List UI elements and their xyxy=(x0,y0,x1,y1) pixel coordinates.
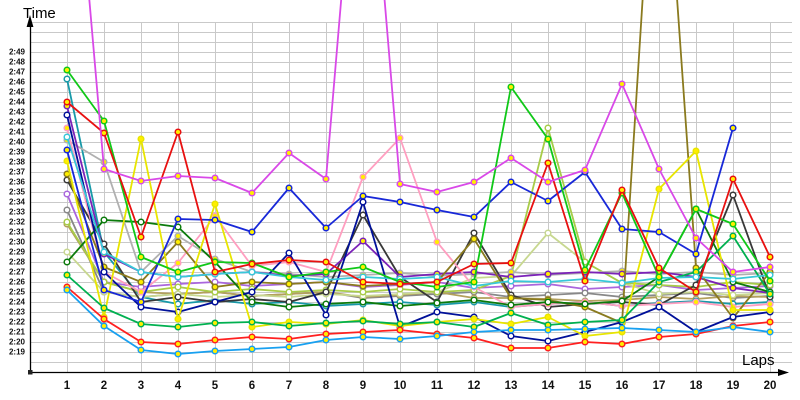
svg-text:2:32: 2:32 xyxy=(9,218,26,227)
svg-text:19: 19 xyxy=(727,380,740,392)
y-axis-title: Time xyxy=(23,5,56,22)
svg-text:2:31: 2:31 xyxy=(9,228,26,237)
svg-text:6: 6 xyxy=(249,380,255,392)
svg-text:2:43: 2:43 xyxy=(9,108,26,117)
svg-text:2:23: 2:23 xyxy=(9,308,26,317)
svg-text:2:24: 2:24 xyxy=(9,298,26,307)
series-violet xyxy=(88,0,774,276)
svg-text:12: 12 xyxy=(468,380,481,392)
svg-text:14: 14 xyxy=(542,380,555,392)
svg-text:2:20: 2:20 xyxy=(9,338,26,347)
series-medium-green xyxy=(63,232,774,331)
svg-text:2:36: 2:36 xyxy=(9,178,26,187)
svg-text:1: 1 xyxy=(64,380,71,392)
svg-text:2:48: 2:48 xyxy=(9,58,26,67)
svg-text:15: 15 xyxy=(579,380,592,392)
series-sky-blue xyxy=(63,286,774,358)
x-axis-title: Laps xyxy=(742,352,775,369)
series-royal-blue xyxy=(63,124,737,306)
svg-text:2:45: 2:45 xyxy=(9,88,26,97)
svg-text:20: 20 xyxy=(764,380,777,392)
axes xyxy=(26,15,789,376)
svg-text:17: 17 xyxy=(653,380,666,392)
svg-text:2:49: 2:49 xyxy=(9,48,26,57)
svg-text:2:33: 2:33 xyxy=(9,208,26,217)
svg-text:16: 16 xyxy=(616,380,629,392)
svg-text:2:21: 2:21 xyxy=(9,328,26,337)
series-navy xyxy=(63,111,774,345)
x-tick-labels: 1 2 3 4 5 6 7 8 9 10 11 12 13 14 15 16 17 18 19 20 xyxy=(64,380,777,392)
svg-text:2:35: 2:35 xyxy=(9,188,26,197)
svg-text:2:25: 2:25 xyxy=(9,288,26,297)
x-axis-arrow-icon xyxy=(778,369,789,376)
svg-text:2:28: 2:28 xyxy=(9,258,26,267)
svg-text:2:27: 2:27 xyxy=(9,268,26,277)
svg-text:2:39: 2:39 xyxy=(9,148,26,157)
svg-text:2:42: 2:42 xyxy=(9,118,26,127)
svg-text:2:38: 2:38 xyxy=(9,158,26,167)
svg-text:2:44: 2:44 xyxy=(9,98,26,107)
svg-text:2:37: 2:37 xyxy=(9,168,26,177)
svg-text:5: 5 xyxy=(212,380,219,392)
svg-text:9: 9 xyxy=(360,380,366,392)
svg-text:4: 4 xyxy=(175,380,182,392)
svg-text:7: 7 xyxy=(286,380,292,392)
series-group xyxy=(63,0,774,358)
series-yellow xyxy=(63,135,774,340)
y-tick-labels: 2:492:482:472:462:452:442:432:422:412:40… xyxy=(9,48,26,357)
svg-text:2:29: 2:29 xyxy=(9,248,26,257)
svg-text:2:46: 2:46 xyxy=(9,78,26,87)
svg-text:2:47: 2:47 xyxy=(9,68,26,77)
svg-text:3: 3 xyxy=(138,380,144,392)
series-silver xyxy=(63,136,774,281)
series-cyan xyxy=(63,133,774,290)
svg-text:2:30: 2:30 xyxy=(9,238,26,247)
svg-text:2:26: 2:26 xyxy=(9,278,26,287)
svg-text:11: 11 xyxy=(431,380,444,392)
svg-text:2: 2 xyxy=(101,380,107,392)
series-dark-green xyxy=(63,205,774,311)
series-red xyxy=(63,98,774,296)
y-axis-arrow-icon xyxy=(26,15,34,27)
svg-text:2:34: 2:34 xyxy=(9,198,26,207)
svg-text:2:22: 2:22 xyxy=(9,318,26,327)
svg-text:18: 18 xyxy=(690,380,703,392)
svg-text:2:40: 2:40 xyxy=(9,138,26,147)
svg-text:2:19: 2:19 xyxy=(9,348,26,357)
svg-text:2:41: 2:41 xyxy=(9,128,26,137)
series-bright-green xyxy=(63,66,774,291)
svg-text:13: 13 xyxy=(505,380,518,392)
svg-text:8: 8 xyxy=(323,380,330,392)
svg-text:10: 10 xyxy=(394,380,407,392)
